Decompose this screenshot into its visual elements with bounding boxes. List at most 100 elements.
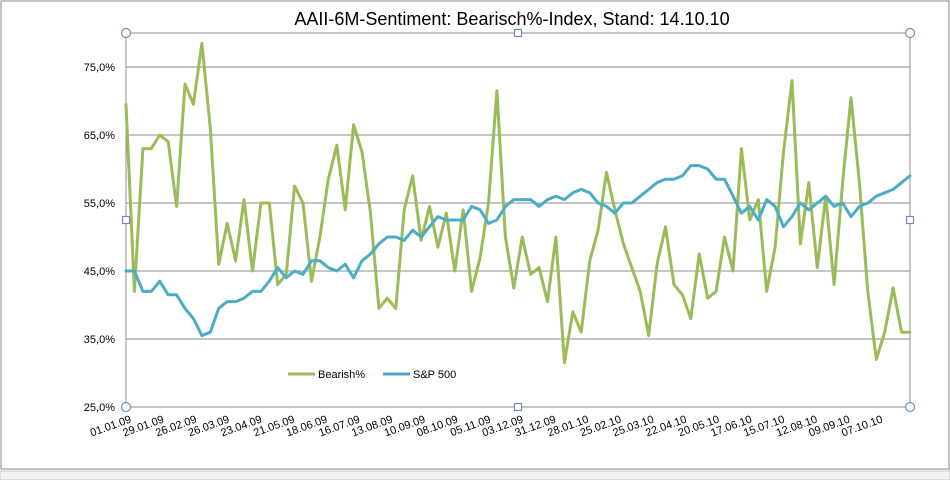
data-point: [707, 297, 709, 299]
data-point: [782, 151, 785, 153]
data-point: [294, 185, 296, 187]
data-point: [437, 246, 439, 248]
data-point: [471, 290, 473, 292]
data-point: [766, 290, 768, 292]
data-point: [833, 284, 835, 286]
data-point: [850, 97, 852, 99]
series-line-s-p-500: [124, 164, 912, 338]
data-point: [437, 216, 439, 218]
data-point: [243, 199, 245, 201]
data-point: [639, 195, 641, 197]
data-point: [192, 318, 194, 320]
data-point: [589, 192, 591, 194]
data-point: [412, 229, 414, 231]
data-point: [310, 280, 313, 282]
data-point: [740, 212, 743, 214]
data-point: [639, 290, 641, 292]
data-point: [454, 219, 456, 221]
data-point: [184, 83, 186, 85]
data-point: [479, 209, 481, 211]
data-point: [875, 195, 877, 197]
resize-handle-corner[interactable]: [120, 401, 132, 413]
data-point: [243, 297, 245, 299]
data-point: [176, 294, 178, 296]
data-point: [302, 273, 304, 275]
data-point: [209, 331, 211, 333]
data-point: [858, 182, 861, 184]
data-point: [757, 199, 759, 201]
data-point: [521, 199, 523, 201]
data-point: [513, 287, 515, 289]
selection-handles[interactable]: [120, 27, 916, 413]
data-point: [125, 270, 127, 272]
chart-title: AAII-6M-Sentiment: Bearisch%-Index, Stan…: [294, 9, 729, 29]
data-point: [884, 331, 886, 333]
data-point: [614, 212, 616, 214]
data-point: [614, 209, 616, 211]
data-point: [749, 219, 751, 221]
data-point: [791, 216, 793, 218]
data-point: [445, 219, 447, 221]
series-s-p-500: [124, 164, 912, 338]
data-point: [302, 202, 304, 204]
bottom-strip: [0, 470, 950, 480]
data-point: [605, 205, 608, 207]
data-point: [858, 205, 861, 207]
data-point: [833, 205, 835, 207]
data-point: [605, 171, 608, 173]
data-point: [142, 290, 144, 292]
data-point: [530, 273, 532, 275]
data-point: [403, 209, 405, 211]
resize-handle-corner[interactable]: [120, 27, 132, 39]
data-point: [673, 178, 675, 180]
data-point: [496, 90, 498, 92]
resize-handle-edge[interactable]: [513, 402, 523, 412]
data-point: [664, 226, 667, 228]
data-point: [732, 195, 734, 197]
data-point: [875, 358, 877, 360]
data-point: [176, 205, 178, 207]
legend-sp500-label: S&P 500: [413, 369, 456, 381]
data-point: [513, 199, 515, 201]
data-point: [218, 263, 220, 265]
data-point: [487, 222, 490, 224]
data-point: [681, 294, 684, 296]
data-point: [681, 175, 684, 177]
data-point: [361, 260, 363, 262]
data-point: [327, 178, 329, 180]
data-point: [361, 151, 363, 153]
data-point: [589, 260, 591, 262]
data-point: [167, 294, 169, 296]
data-point: [209, 127, 211, 129]
data-point: [319, 236, 321, 238]
data-point: [386, 297, 388, 299]
data-point: [766, 199, 768, 201]
data-point: [816, 267, 818, 269]
data-point: [310, 260, 313, 262]
data-point: [487, 202, 490, 204]
data-point: [774, 246, 776, 248]
data-point: [723, 178, 726, 180]
resize-handle-corner[interactable]: [904, 27, 916, 39]
data-point: [150, 290, 152, 292]
data-point: [825, 195, 827, 197]
data-point: [867, 290, 869, 292]
data-point: [420, 239, 422, 241]
resize-handle-edge[interactable]: [513, 28, 523, 38]
data-point: [799, 243, 802, 245]
data-point: [150, 148, 152, 150]
resize-handle-edge[interactable]: [905, 215, 915, 225]
data-point: [622, 243, 625, 245]
data-point: [580, 188, 582, 190]
data-point: [428, 226, 431, 228]
data-point: [260, 202, 262, 204]
resize-handle-corner[interactable]: [904, 401, 916, 413]
data-point: [251, 270, 254, 272]
data-point: [707, 168, 709, 170]
resize-handle-edge[interactable]: [121, 215, 131, 225]
y-tick-label: 25,0%: [84, 402, 115, 414]
y-tick-label: 55,0%: [84, 198, 115, 210]
data-point: [572, 311, 574, 313]
data-point: [892, 287, 894, 289]
data-point: [597, 202, 599, 204]
